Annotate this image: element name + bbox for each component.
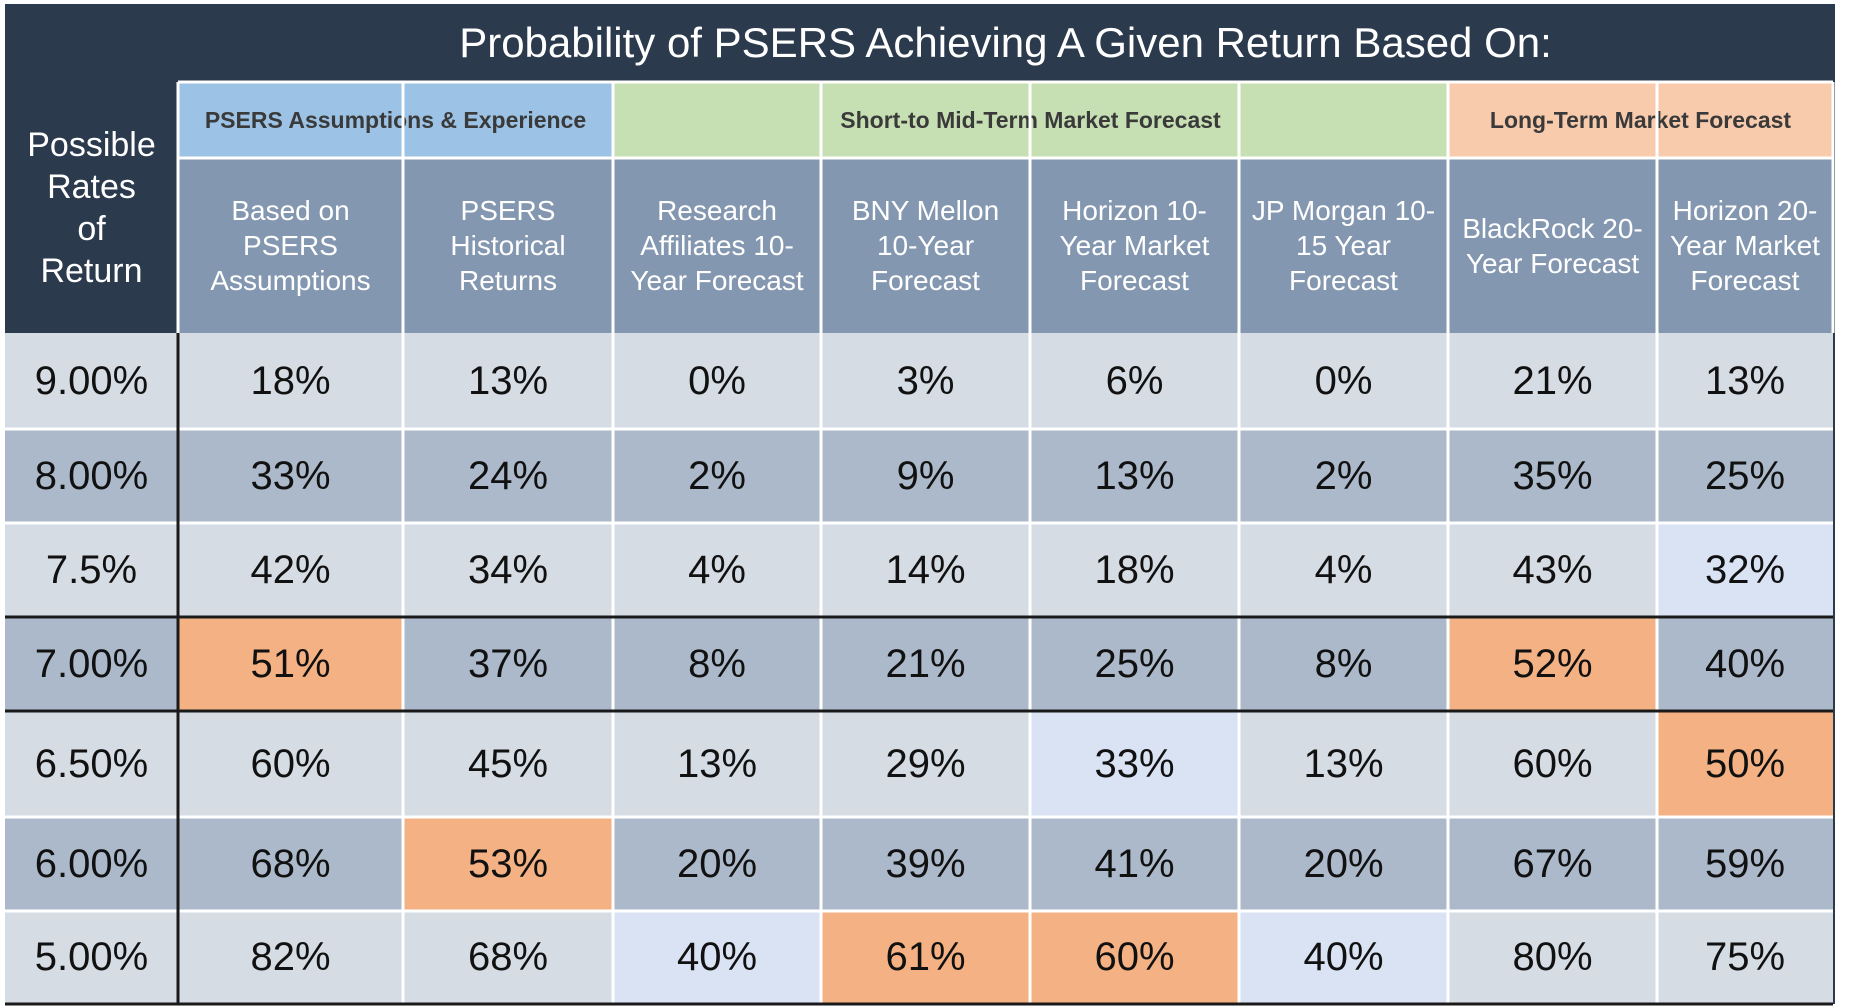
probability-cell: 40% — [1239, 911, 1448, 1004]
probability-cell: 51% — [178, 617, 403, 711]
probability-cell: 2% — [1239, 429, 1448, 523]
column-header: Horizon 10-Year Market Forecast — [1030, 158, 1239, 333]
rate-of-return-cell: 6.50% — [5, 711, 178, 817]
column-header: BNY Mellon 10-Year Forecast — [821, 158, 1030, 333]
probability-cell: 13% — [613, 711, 821, 817]
probability-cell: 40% — [613, 911, 821, 1004]
probability-cell: 2% — [613, 429, 821, 523]
probability-cell: 80% — [1448, 911, 1657, 1004]
probability-cell: 59% — [1657, 817, 1833, 911]
probability-cell: 45% — [403, 711, 613, 817]
table-title: Probability of PSERS Achieving A Given R… — [459, 19, 1552, 66]
column-header: Research Affiliates 10-Year Forecast — [613, 158, 821, 333]
probability-cell: 8% — [1239, 617, 1448, 711]
probability-cell: 33% — [1030, 711, 1239, 817]
probability-cell: 25% — [1030, 617, 1239, 711]
probability-cell: 0% — [613, 333, 821, 429]
rate-of-return-cell: 7.5% — [5, 523, 178, 617]
probability-cell: 41% — [1030, 817, 1239, 911]
probability-cell: 35% — [1448, 429, 1657, 523]
probability-cell: 68% — [178, 817, 403, 911]
probability-cell: 75% — [1657, 911, 1833, 1004]
probability-cell: 60% — [1448, 711, 1657, 817]
column-header: PSERS Historical Returns — [403, 158, 613, 333]
probability-cell: 52% — [1448, 617, 1657, 711]
probability-cell: 0% — [1239, 333, 1448, 429]
probability-cell: 20% — [1239, 817, 1448, 911]
probability-cell: 20% — [613, 817, 821, 911]
probability-cell: 29% — [821, 711, 1030, 817]
column-group-header: Short-to Mid-Term Market Forecast — [613, 82, 1448, 158]
column-group-header: PSERS Assumptions & Experience — [178, 82, 613, 158]
column-header: JP Morgan 10-15 Year Forecast — [1239, 158, 1448, 333]
probability-cell: 50% — [1657, 711, 1833, 817]
probability-cell: 33% — [178, 429, 403, 523]
probability-cell: 13% — [1030, 429, 1239, 523]
probability-cell: 82% — [178, 911, 403, 1004]
probability-cell: 3% — [821, 333, 1030, 429]
probability-cell: 39% — [821, 817, 1030, 911]
probability-cell: 60% — [178, 711, 403, 817]
probability-cell: 13% — [403, 333, 613, 429]
probability-cell: 6% — [1030, 333, 1239, 429]
probability-cell: 53% — [403, 817, 613, 911]
probability-cell: 42% — [178, 523, 403, 617]
probability-cell: 8% — [613, 617, 821, 711]
rates-of-return-header: Possible Rates of Return — [27, 125, 156, 290]
rate-of-return-cell: 8.00% — [5, 429, 178, 523]
probability-cell: 37% — [403, 617, 613, 711]
column-header: Horizon 20-Year Market Forecast — [1657, 158, 1833, 333]
column-group-header: Long-Term Market Forecast — [1448, 82, 1833, 158]
probability-cell: 4% — [613, 523, 821, 617]
rate-of-return-cell: 9.00% — [5, 333, 178, 429]
column-header: Based on PSERS Assumptions — [178, 158, 403, 333]
probability-cell: 34% — [403, 523, 613, 617]
probability-cell: 24% — [403, 429, 613, 523]
probability-cell: 21% — [821, 617, 1030, 711]
probability-cell: 61% — [821, 911, 1030, 1004]
probability-cell: 68% — [403, 911, 613, 1004]
probability-cell: 67% — [1448, 817, 1657, 911]
column-header: BlackRock 20-Year Forecast — [1448, 158, 1657, 333]
probability-cell: 18% — [178, 333, 403, 429]
probability-cell: 13% — [1239, 711, 1448, 817]
probability-cell: 4% — [1239, 523, 1448, 617]
probability-cell: 21% — [1448, 333, 1657, 429]
probability-cell: 32% — [1657, 523, 1833, 617]
probability-cell: 40% — [1657, 617, 1833, 711]
rate-of-return-cell: 7.00% — [5, 617, 178, 711]
probability-cell: 14% — [821, 523, 1030, 617]
probability-cell: 60% — [1030, 911, 1239, 1004]
probability-cell: 13% — [1657, 333, 1833, 429]
rate-of-return-cell: 6.00% — [5, 817, 178, 911]
probability-cell: 43% — [1448, 523, 1657, 617]
probability-cell: 18% — [1030, 523, 1239, 617]
probability-cell: 9% — [821, 429, 1030, 523]
probability-cell: 25% — [1657, 429, 1833, 523]
rate-of-return-cell: 5.00% — [5, 911, 178, 1004]
